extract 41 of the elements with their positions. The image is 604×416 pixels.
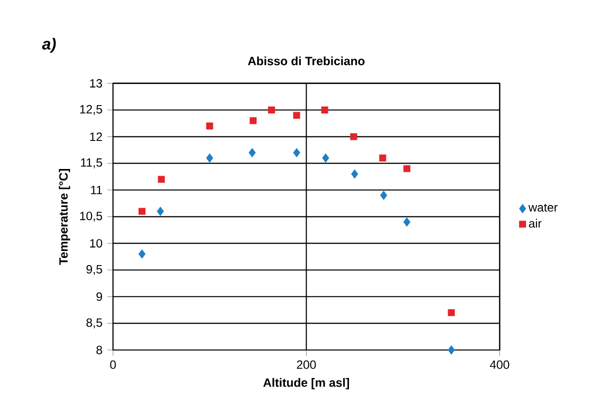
point bbox=[138, 249, 146, 259]
point bbox=[248, 148, 256, 158]
y-tick-label: 8,5 bbox=[86, 318, 102, 328]
point bbox=[158, 176, 165, 183]
point bbox=[448, 309, 455, 316]
point bbox=[448, 345, 455, 355]
legend-label: air bbox=[528, 218, 542, 228]
y-tick-label: 13 bbox=[90, 79, 102, 88]
point bbox=[156, 206, 164, 216]
point bbox=[350, 133, 358, 140]
point bbox=[403, 217, 410, 227]
x-tick-label: 400 bbox=[490, 360, 510, 369]
point bbox=[138, 208, 146, 215]
legend-label: water bbox=[528, 204, 558, 212]
point bbox=[321, 106, 328, 114]
point bbox=[206, 153, 214, 163]
y-tick-label: 9,5 bbox=[86, 265, 102, 275]
y-tick-label: 8 bbox=[96, 346, 102, 354]
x-tick-label: 0 bbox=[110, 360, 116, 369]
point bbox=[351, 169, 358, 179]
x-tick-label: 200 bbox=[296, 360, 316, 369]
point bbox=[403, 165, 410, 172]
point bbox=[379, 154, 386, 162]
point bbox=[268, 106, 276, 114]
y-axis-title: Temperature [°C] bbox=[58, 169, 70, 265]
y-tick-label: 12 bbox=[90, 132, 102, 141]
chart-title: Abisso di Trebiciano bbox=[248, 56, 365, 66]
point bbox=[206, 122, 214, 130]
y-tick-label: 10 bbox=[90, 239, 102, 248]
y-tick-label: 10,5 bbox=[80, 212, 102, 222]
y-tick-label: 9 bbox=[96, 292, 102, 301]
text: a) bbox=[42, 38, 56, 53]
point bbox=[250, 117, 257, 124]
point bbox=[380, 190, 388, 200]
y-tick-label: 11 bbox=[91, 186, 102, 194]
x-axis-title: Altitude [m asl] bbox=[263, 378, 349, 390]
point bbox=[322, 153, 330, 163]
y-tick-label: 11,5 bbox=[81, 158, 102, 168]
y-tick-label: 12,5 bbox=[80, 105, 102, 115]
point bbox=[293, 112, 300, 119]
point bbox=[293, 148, 300, 158]
